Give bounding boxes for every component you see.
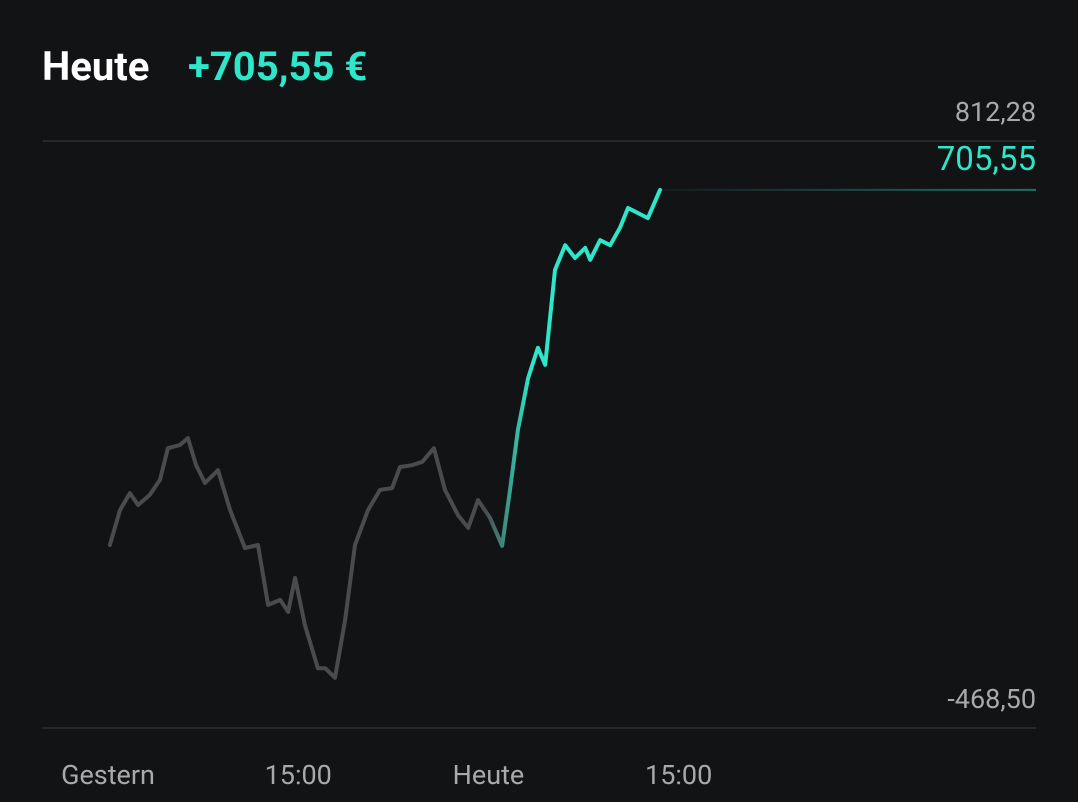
price-line bbox=[107, 187, 662, 680]
x-tick-label: 15:00 bbox=[645, 759, 712, 791]
current-value-label: 705,55 bbox=[937, 140, 1036, 179]
header-change: +705,55 € bbox=[188, 43, 367, 90]
x-tick-label: 15:00 bbox=[265, 759, 332, 791]
y-tick-label: -468,50 bbox=[947, 683, 1036, 715]
x-tick-label: Heute bbox=[453, 759, 525, 791]
x-tick-label: Gestern bbox=[61, 759, 155, 791]
y-tick-label: 812,28 bbox=[955, 96, 1036, 128]
header-title: Heute bbox=[42, 43, 149, 90]
